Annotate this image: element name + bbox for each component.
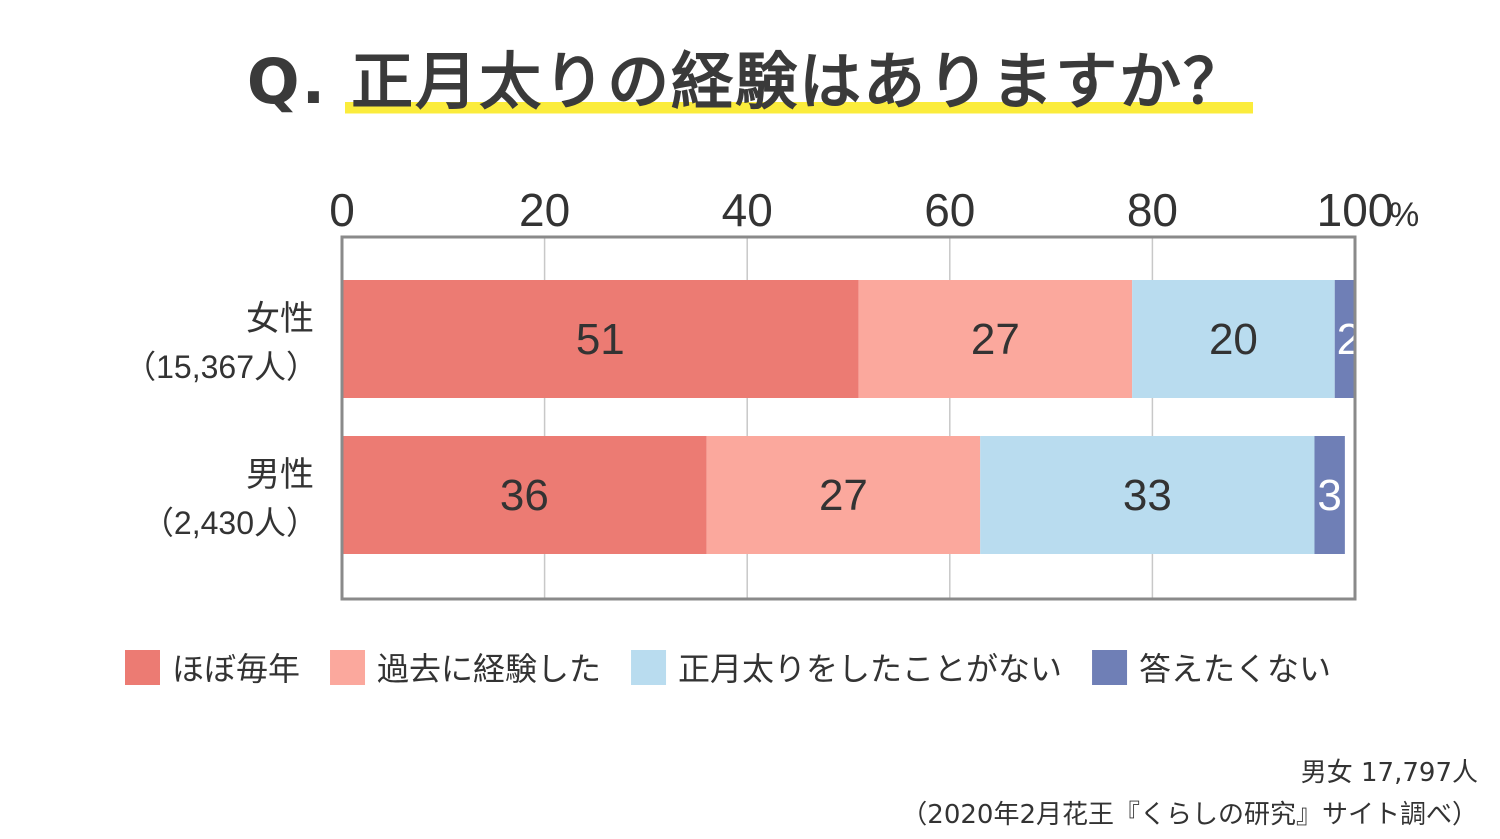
title-text: 正月太りの経験はありますか？ — [345, 45, 1254, 118]
category-sublabel: （15,367人） — [124, 349, 318, 385]
bar-value-label: 20 — [1209, 315, 1258, 364]
x-tick-label: 100 — [1317, 184, 1394, 236]
citation: （2020年2月花王『くらしの研究』サイト調べ） — [901, 800, 1478, 830]
bar-segment — [706, 436, 981, 554]
bar-segment — [342, 436, 707, 554]
bar-value-label: 27 — [819, 471, 868, 520]
category-sublabel: （2,430人） — [142, 505, 318, 541]
legend-label: ほぼ毎年 — [172, 651, 300, 687]
x-tick-label: 40 — [722, 184, 773, 236]
bar-segment — [342, 280, 859, 398]
bar-segment — [980, 436, 1315, 554]
x-unit-label: % — [1389, 196, 1419, 234]
legend-swatch — [631, 650, 667, 685]
bar-value-label: 36 — [500, 471, 549, 520]
x-tick-label: 20 — [519, 184, 570, 236]
bar-value-label: 27 — [971, 315, 1020, 364]
bar-value-label: 2 — [1337, 315, 1361, 364]
sample-size: 男女 17,797人 — [1300, 758, 1478, 788]
legend-swatch — [330, 650, 366, 685]
legend-swatch — [125, 650, 160, 685]
chart-title: Q. 正月太りの経験はありますか？ — [0, 40, 1500, 124]
x-tick-label: 60 — [924, 184, 975, 236]
bar-value-label: 3 — [1317, 471, 1341, 520]
bar-segment — [1314, 436, 1345, 554]
legend-swatch — [1092, 650, 1128, 685]
stacked-bar-chart: 51 27 20 2女性（15,367人）36 27 33 3男性（2,430人）0 20 40… — [124, 184, 1419, 687]
title-question-mark: Q. — [246, 45, 328, 118]
bar-value-label: 33 — [1123, 471, 1172, 520]
plot-frame — [340, 235, 1357, 601]
x-tick-label: 0 — [329, 184, 355, 236]
bar-segment — [1132, 280, 1335, 398]
category-label: 女性 — [246, 300, 314, 338]
legend-label: 正月太りをしたことがない — [678, 651, 1062, 687]
source-note: 男女 17,797人 （2020年2月花王『くらしの研究』サイト調べ） — [901, 752, 1478, 836]
legend-label: 答えたくない — [1139, 651, 1331, 687]
bar-segment — [858, 280, 1133, 398]
category-label: 男性 — [246, 456, 314, 494]
bar-segment — [1334, 280, 1355, 398]
bar-value-label: 51 — [576, 315, 625, 364]
legend-label: 過去に経験した — [377, 651, 601, 687]
x-tick-label: 80 — [1127, 184, 1178, 236]
